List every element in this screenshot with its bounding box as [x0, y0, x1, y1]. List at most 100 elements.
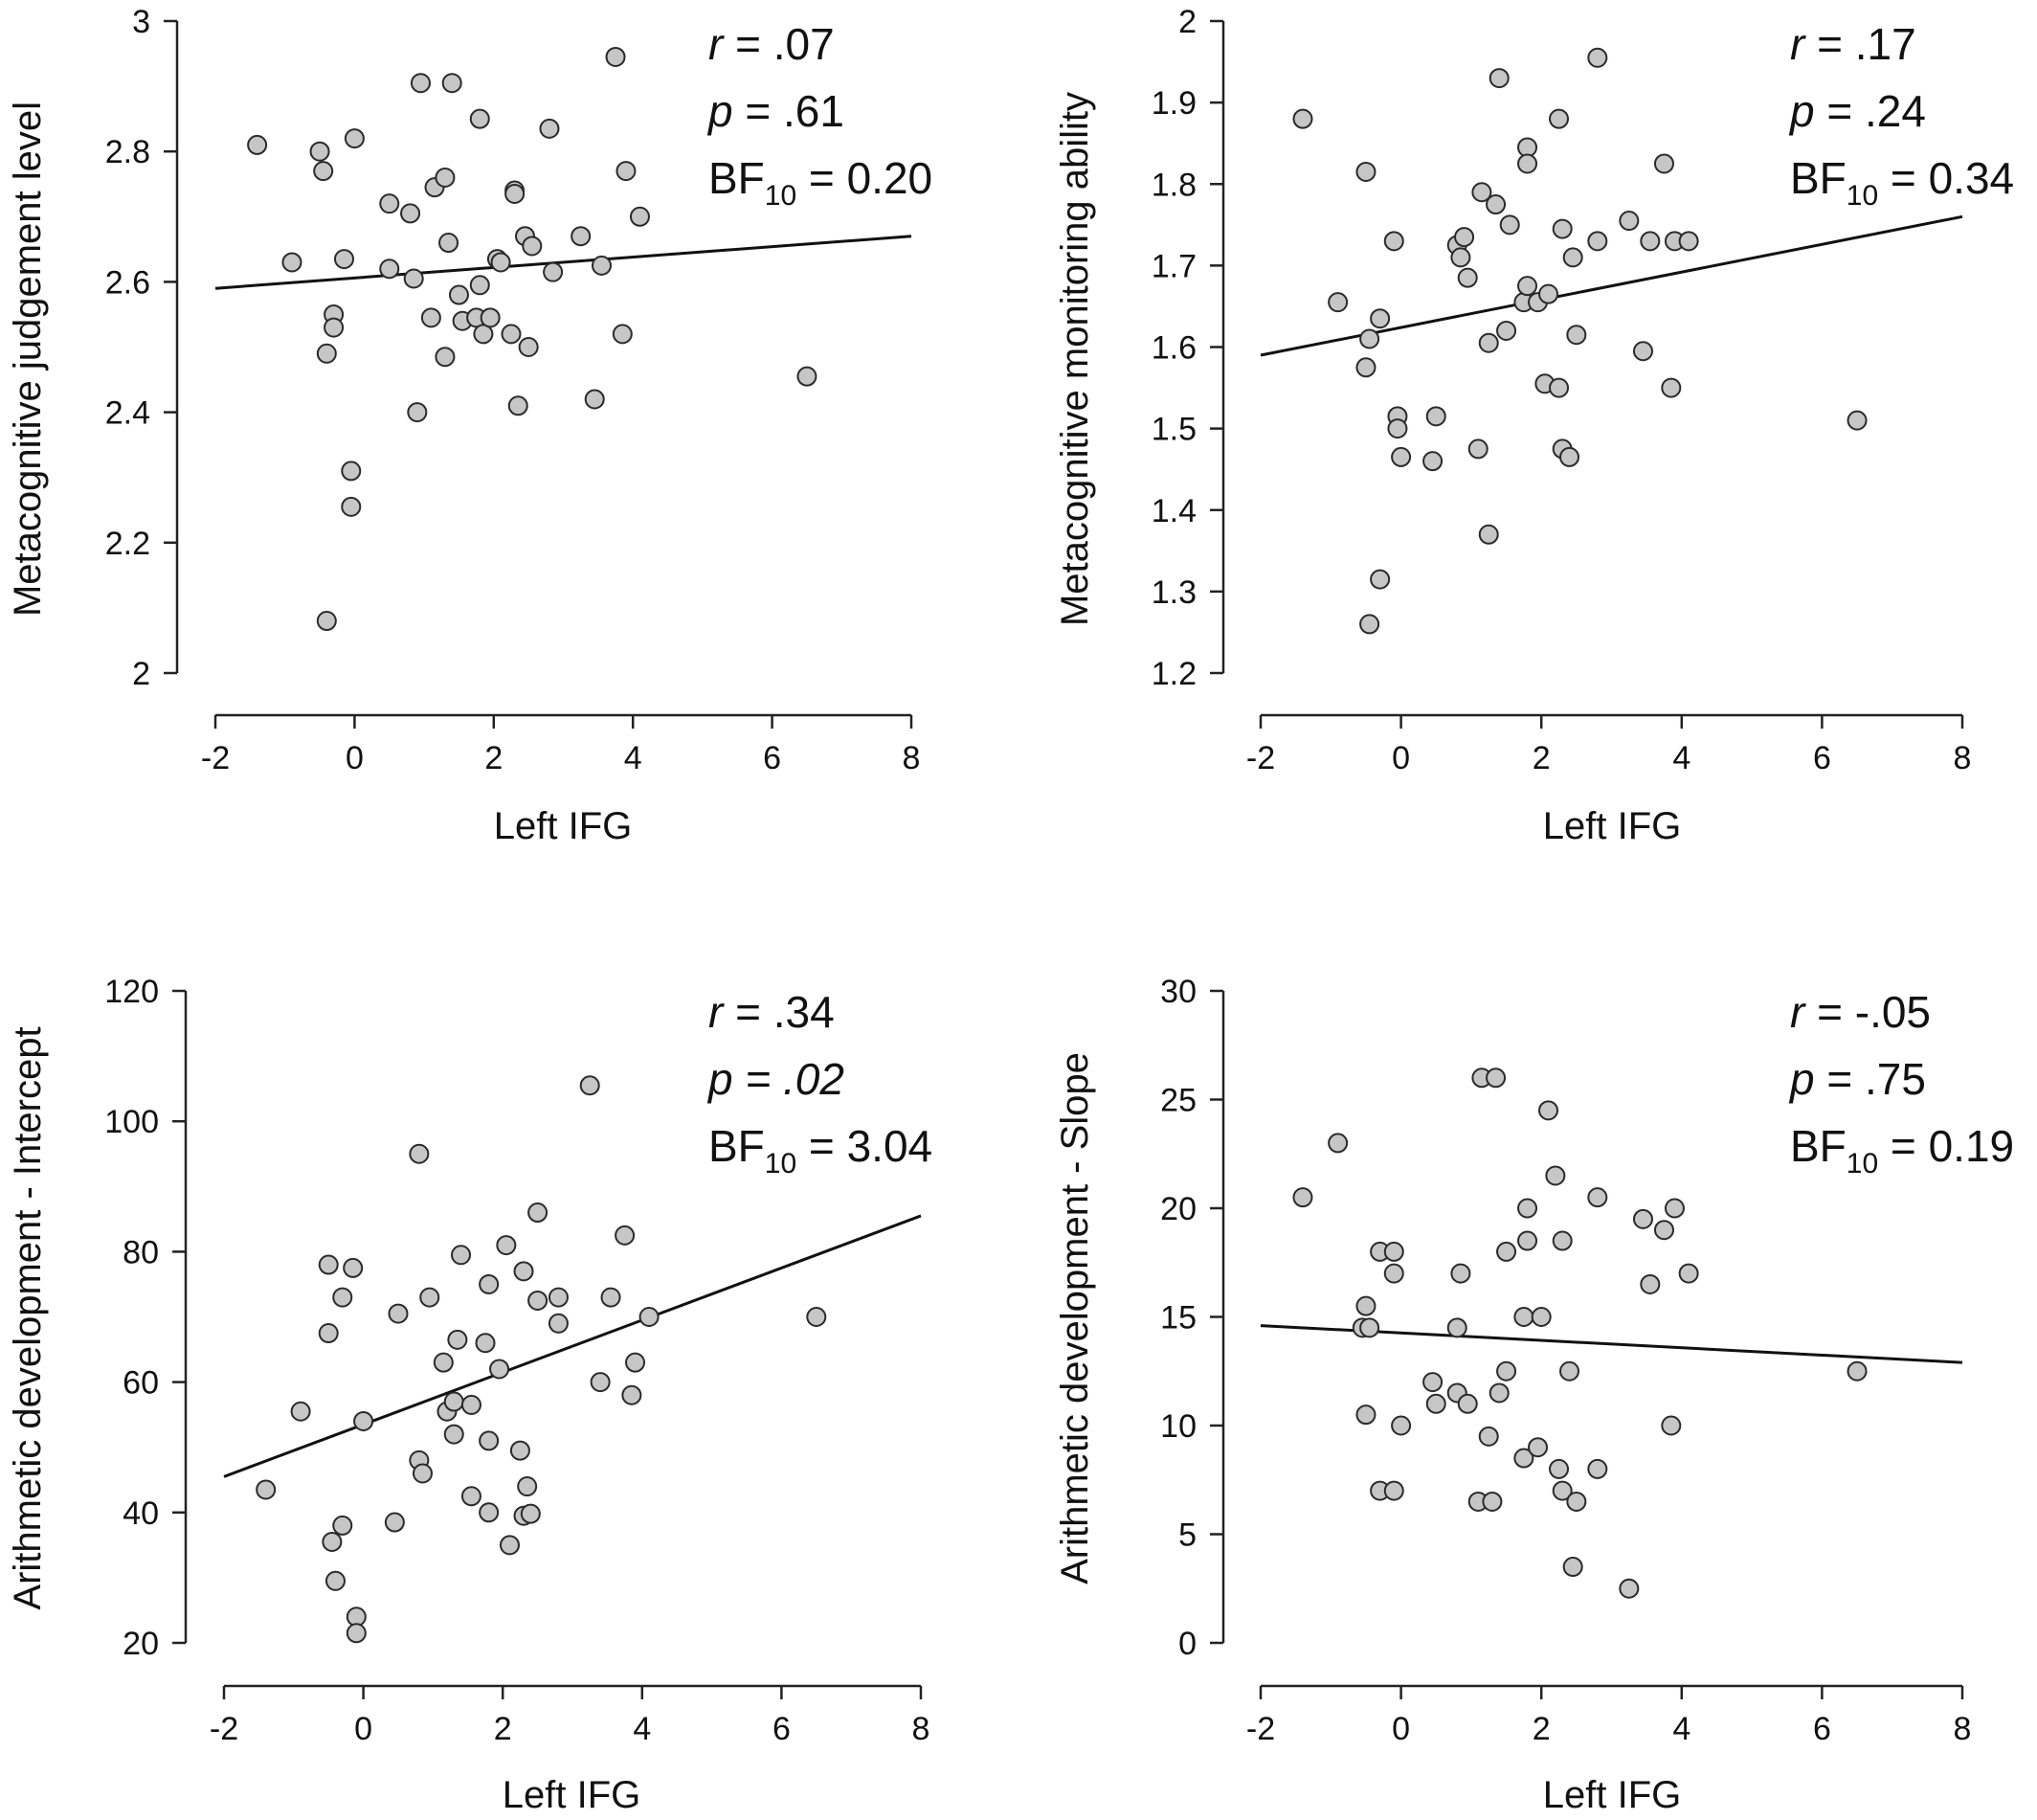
y-axis-label: Metacognitive judgement level [7, 101, 49, 617]
data-point [469, 275, 490, 296]
data-point [322, 1531, 343, 1552]
stat-p: p = .75 [1788, 1054, 1926, 1104]
data-point [325, 1570, 346, 1591]
data-point [1355, 1404, 1377, 1426]
y-tick-label: 20 [123, 1626, 159, 1662]
y-tick-label: 80 [123, 1234, 159, 1270]
x-tick-label: 6 [763, 740, 781, 776]
data-point [316, 343, 337, 364]
x-tick-label: 2 [484, 740, 503, 776]
data-point [1486, 1067, 1507, 1089]
data-point [341, 496, 362, 517]
data-point [513, 1261, 534, 1282]
data-point [435, 167, 456, 188]
y-tick-label: 25 [1160, 1083, 1197, 1119]
data-point [400, 203, 421, 224]
data-point [1632, 1208, 1653, 1229]
data-point [1664, 1198, 1685, 1219]
data-point [1292, 108, 1313, 129]
x-tick-label: 0 [1392, 1711, 1410, 1747]
data-point [615, 1225, 636, 1246]
data-point [1653, 1220, 1674, 1241]
x-tick-label: 4 [1672, 1711, 1690, 1747]
data-points [247, 46, 817, 632]
y-tick-label: 15 [1160, 1300, 1197, 1337]
data-point [616, 161, 637, 182]
data-point [1678, 231, 1699, 252]
data-point [1383, 1263, 1404, 1284]
data-point [438, 233, 459, 254]
data-point [579, 1075, 600, 1096]
x-tick-label: 8 [1954, 1711, 1972, 1747]
data-points [1292, 47, 1868, 635]
data-point [1640, 1273, 1661, 1294]
stat-bf: BF10 = 0.34 [1790, 153, 2014, 212]
data-point [625, 1352, 646, 1373]
data-point [1559, 1360, 1580, 1382]
x-tick-label: 4 [624, 740, 642, 776]
regression-line [214, 235, 912, 290]
data-point [475, 1333, 496, 1354]
data-point [1640, 231, 1661, 252]
data-point [548, 1287, 569, 1308]
data-point [490, 252, 511, 273]
data-point [1422, 451, 1444, 472]
axes: -2 0 2 4 6 8 2 2.2 2.4 2.6 2.8 3 [105, 4, 921, 776]
data-point [584, 389, 605, 410]
data-point [527, 1202, 548, 1224]
data-point [346, 1623, 367, 1644]
data-point [1619, 211, 1640, 232]
y-tick-label: 1.3 [1152, 574, 1197, 611]
axes: -2 0 2 4 6 8 1.2 1.3 1.4 1.5 1.6 1.7 1.8 1.9 2 [1152, 4, 1972, 776]
y-tick-label: 2.4 [105, 395, 150, 432]
data-point [443, 1391, 464, 1412]
data-point [591, 255, 612, 276]
x-tick-label: 8 [912, 1711, 930, 1747]
data-point [612, 324, 633, 345]
data-point [460, 1394, 481, 1415]
data-point [1391, 446, 1412, 467]
x-axis-label: Left IFG [503, 1774, 641, 1816]
data-point [1562, 247, 1583, 268]
data-point [1292, 1187, 1313, 1208]
data-point [1528, 1437, 1549, 1458]
x-tick-label: 2 [494, 1711, 512, 1747]
y-tick-label: 2.6 [105, 264, 150, 301]
data-point [1359, 614, 1380, 635]
data-point [509, 1440, 530, 1461]
x-tick-label: 8 [903, 740, 921, 776]
data-point [1450, 1263, 1471, 1284]
data-point [1549, 1458, 1570, 1479]
stat-bf: BF10 = 0.19 [1790, 1121, 2014, 1180]
data-point [290, 1401, 311, 1422]
x-tick-label: 4 [633, 1711, 651, 1747]
axes: -2 0 2 4 6 8 20 40 60 80 100 120 [104, 974, 929, 1747]
panel-judgement-level: -2 0 2 4 6 8 2 2.2 2.4 2.6 2.8 3 Left IFG Metacogni… [7, 4, 932, 847]
data-point [353, 1410, 374, 1431]
x-tick-label: -2 [201, 740, 230, 776]
data-point [1457, 1393, 1478, 1414]
data-point [343, 1257, 364, 1278]
data-point [489, 1359, 510, 1380]
y-tick-label: 3 [132, 4, 150, 40]
data-point [443, 1424, 464, 1445]
y-tick-label: 120 [104, 974, 159, 1010]
data-point [539, 118, 560, 139]
stat-r: r = .07 [708, 19, 835, 69]
data-point [1446, 1317, 1467, 1338]
y-tick-label: 1.7 [1152, 248, 1197, 284]
data-point [1328, 292, 1349, 313]
axes: -2 0 2 4 6 8 0 5 10 15 20 25 30 [1160, 974, 1971, 1747]
data-point [1517, 276, 1538, 297]
data-point [1370, 308, 1391, 329]
data-point [1387, 418, 1408, 439]
data-point [341, 461, 362, 482]
data-point [1496, 1241, 1517, 1262]
stat-r: r = -.05 [1790, 987, 1931, 1037]
data-point [1513, 1448, 1534, 1469]
y-tick-label: 1.2 [1152, 656, 1197, 692]
data-point [433, 1352, 454, 1373]
data-point [1562, 1557, 1583, 1578]
x-tick-label: 2 [1533, 1711, 1551, 1747]
